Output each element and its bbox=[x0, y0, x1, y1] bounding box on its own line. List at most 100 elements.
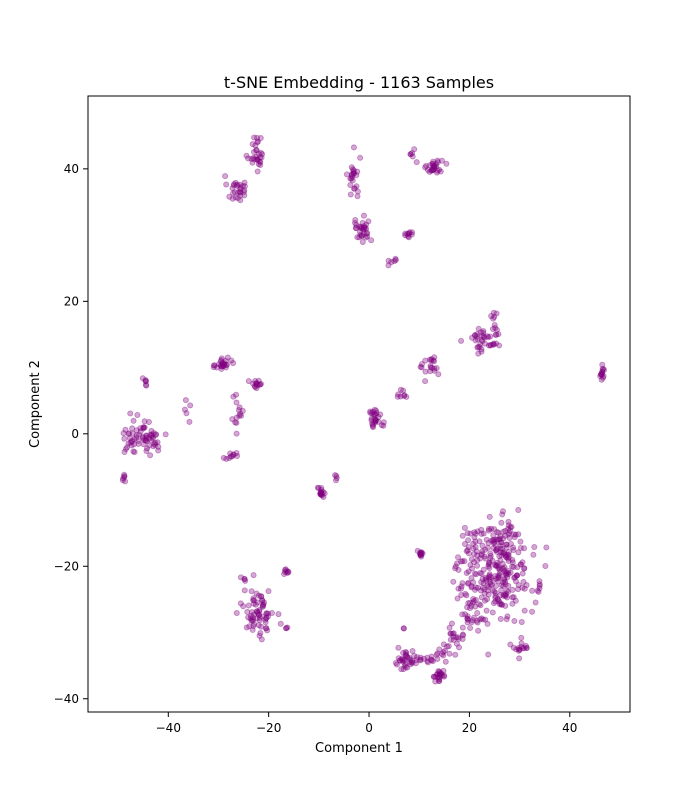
data-point bbox=[422, 368, 429, 375]
data-point bbox=[348, 172, 355, 179]
data-point bbox=[493, 536, 500, 543]
data-point bbox=[352, 224, 359, 231]
data-point bbox=[485, 540, 492, 547]
data-point bbox=[490, 532, 497, 539]
data-point bbox=[542, 562, 549, 569]
data-point bbox=[440, 641, 447, 648]
data-point bbox=[228, 357, 235, 364]
data-point bbox=[483, 607, 490, 614]
data-point bbox=[145, 418, 152, 425]
data-point bbox=[501, 568, 508, 575]
data-point bbox=[230, 393, 237, 400]
data-point bbox=[251, 621, 258, 628]
data-point bbox=[516, 646, 523, 653]
data-point bbox=[135, 440, 142, 447]
data-point bbox=[239, 407, 246, 414]
data-point bbox=[480, 328, 487, 335]
data-point bbox=[431, 163, 438, 170]
data-point bbox=[263, 615, 270, 622]
data-point bbox=[320, 493, 327, 500]
data-point bbox=[474, 584, 481, 591]
data-point bbox=[599, 368, 606, 375]
data-point bbox=[461, 524, 468, 531]
data-point bbox=[493, 326, 500, 333]
data-point bbox=[351, 185, 358, 192]
data-point bbox=[510, 644, 517, 651]
data-point bbox=[418, 549, 425, 556]
data-point bbox=[490, 341, 497, 348]
data-point bbox=[498, 601, 505, 608]
data-point bbox=[470, 559, 477, 566]
data-point bbox=[385, 257, 392, 264]
data-point bbox=[241, 179, 248, 186]
data-point bbox=[253, 379, 260, 386]
data-point bbox=[403, 649, 410, 656]
data-point bbox=[128, 437, 135, 444]
data-point bbox=[464, 615, 471, 622]
data-point bbox=[436, 676, 443, 683]
data-point bbox=[500, 579, 507, 586]
data-point bbox=[230, 451, 237, 458]
data-point bbox=[419, 550, 426, 557]
data-point bbox=[490, 536, 497, 543]
data-point bbox=[484, 587, 491, 594]
data-point bbox=[403, 653, 410, 660]
data-point bbox=[463, 548, 470, 555]
data-point bbox=[143, 438, 150, 445]
data-point bbox=[464, 619, 471, 626]
data-point bbox=[509, 563, 516, 570]
data-point bbox=[454, 634, 461, 641]
data-point bbox=[268, 609, 275, 616]
data-point bbox=[505, 518, 512, 525]
data-point bbox=[493, 548, 500, 555]
data-point bbox=[220, 361, 227, 368]
data-point bbox=[380, 419, 387, 426]
data-point bbox=[498, 552, 505, 559]
data-point bbox=[142, 437, 149, 444]
data-point bbox=[471, 570, 478, 577]
data-point bbox=[476, 601, 483, 608]
data-point bbox=[503, 541, 510, 548]
data-point bbox=[487, 579, 494, 586]
data-point bbox=[492, 575, 499, 582]
data-point bbox=[219, 363, 226, 370]
data-point bbox=[317, 488, 324, 495]
data-point bbox=[439, 672, 446, 679]
data-point bbox=[254, 139, 261, 146]
data-point bbox=[264, 627, 271, 634]
data-point bbox=[504, 551, 511, 558]
data-point bbox=[356, 228, 363, 235]
data-point bbox=[402, 230, 409, 237]
data-point bbox=[353, 225, 360, 232]
data-point bbox=[468, 556, 475, 563]
data-point bbox=[472, 586, 479, 593]
data-point bbox=[487, 550, 494, 557]
data-point bbox=[250, 600, 257, 607]
data-point bbox=[258, 636, 265, 643]
data-point bbox=[499, 560, 506, 567]
data-point bbox=[465, 537, 472, 544]
data-point bbox=[497, 616, 504, 623]
data-point bbox=[282, 566, 289, 573]
data-point bbox=[368, 237, 375, 244]
data-point bbox=[233, 449, 240, 456]
data-point bbox=[464, 613, 471, 620]
data-point bbox=[256, 607, 263, 614]
data-point bbox=[414, 547, 421, 554]
data-point bbox=[598, 376, 605, 383]
data-point bbox=[237, 197, 244, 204]
data-point bbox=[417, 363, 424, 370]
data-point bbox=[254, 168, 261, 175]
data-point bbox=[490, 577, 497, 584]
data-point bbox=[498, 539, 505, 546]
data-point bbox=[364, 229, 371, 236]
data-point bbox=[348, 175, 355, 182]
data-point bbox=[230, 182, 237, 189]
data-point bbox=[464, 615, 471, 622]
data-point bbox=[360, 226, 367, 233]
data-point bbox=[501, 576, 508, 583]
data-point bbox=[489, 609, 496, 616]
data-point bbox=[354, 234, 361, 241]
data-point bbox=[223, 361, 230, 368]
data-point bbox=[441, 647, 448, 654]
